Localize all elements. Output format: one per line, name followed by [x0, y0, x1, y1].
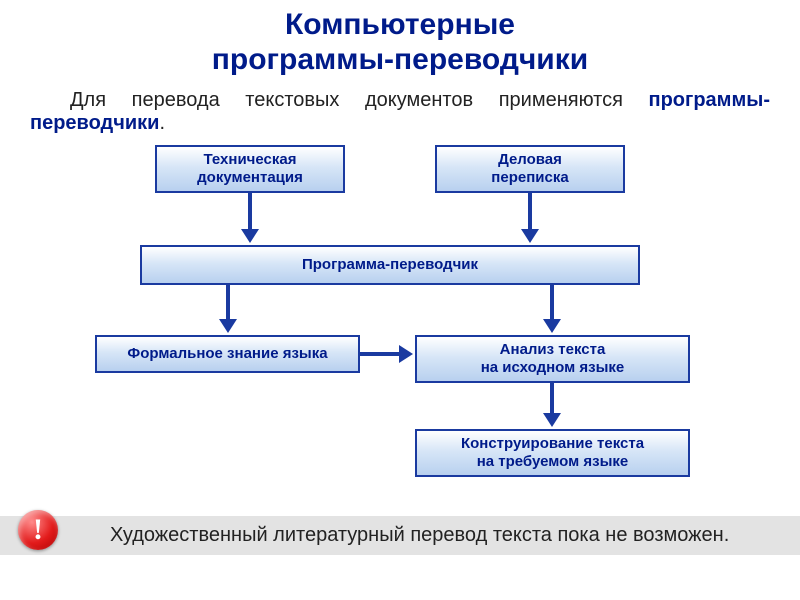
arrow-head-0 — [241, 229, 259, 243]
note-bar: Художественный литературный перевод текс… — [0, 516, 800, 555]
arrow-head-1 — [521, 229, 539, 243]
intro-paragraph: Для перевода текстовых документов примен… — [0, 77, 800, 135]
node-analysis: Анализ текстана исходном языке — [415, 335, 690, 383]
diagram-canvas: Техническаядокументация Деловаяпереписка П… — [0, 135, 800, 495]
node-business: Деловаяпереписка — [435, 145, 625, 193]
arrow-line-4 — [360, 352, 401, 356]
alert-icon: ! — [18, 510, 58, 550]
title-line-2: программы-переводчики — [212, 43, 588, 76]
node-formal: Формальное знание языка — [95, 335, 360, 373]
arrow-line-1 — [528, 193, 532, 231]
title-line-1: Компьютерные — [285, 8, 515, 41]
node-program: Программа-переводчик — [140, 245, 640, 285]
arrow-line-3 — [550, 285, 554, 321]
intro-plain: Для перевода текстовых документов примен… — [70, 89, 648, 111]
arrow-line-5 — [550, 383, 554, 415]
arrow-line-2 — [226, 285, 230, 321]
arrow-head-5 — [543, 413, 561, 427]
arrow-line-0 — [248, 193, 252, 231]
arrow-head-2 — [219, 319, 237, 333]
arrow-head-4 — [399, 345, 413, 363]
note-text: Художественный литературный перевод текс… — [110, 524, 729, 546]
node-tech: Техническаядокументация — [155, 145, 345, 193]
arrow-head-3 — [543, 319, 561, 333]
page-title: Компьютерные программы-переводчики — [0, 0, 800, 77]
intro-tail: . — [159, 112, 165, 134]
node-construct: Конструирование текстана требуемом языке — [415, 429, 690, 477]
